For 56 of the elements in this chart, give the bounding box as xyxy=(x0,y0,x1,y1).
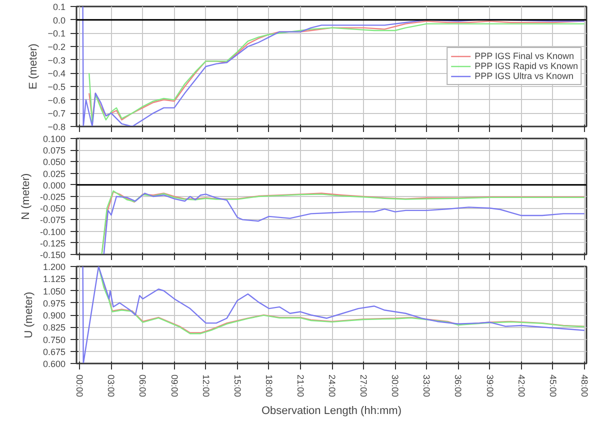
x-tick-label: 12:00 xyxy=(200,374,211,398)
x-tick-label: 45:00 xyxy=(548,374,558,398)
y-tick-label: −0.7 xyxy=(48,108,66,119)
x-tick-label: 30:00 xyxy=(390,374,400,398)
legend-label: PPP IGS Final vs Known xyxy=(474,51,574,61)
y-tick-label: 0.750 xyxy=(42,334,66,345)
x-tick-label: 09:00 xyxy=(169,374,180,398)
legend-label: PPP IGS Rapid vs Known xyxy=(474,61,578,71)
y-tick-label: -0.025 xyxy=(40,192,66,202)
y-tick-label: −0.1 xyxy=(48,28,66,39)
y-tick-label: -0.075 xyxy=(40,215,66,226)
y-axis-title: N (meter) xyxy=(20,173,32,220)
y-tick-label: 0.0 xyxy=(52,15,66,26)
y-tick-label: -0.150 xyxy=(40,250,66,260)
x-tick-label: 24:00 xyxy=(327,374,338,398)
x-tick-label: 03:00 xyxy=(106,374,116,398)
y-tick-label: 0.000 xyxy=(42,180,66,190)
y-tick-label: −0.5 xyxy=(48,82,66,92)
y-tick-label: -0.125 xyxy=(40,238,66,248)
y-tick-label: −0.2 xyxy=(48,42,66,52)
x-tick-label: 48:00 xyxy=(579,374,590,398)
x-tick-label: 33:00 xyxy=(422,374,432,398)
y-tick-label: 0.1 xyxy=(52,2,66,12)
x-tick-label: 21:00 xyxy=(295,374,306,398)
y-tick-label: 0.900 xyxy=(42,310,66,320)
y-tick-label: 0.100 xyxy=(42,134,66,144)
y-tick-label: −0.8 xyxy=(48,122,66,132)
y-tick-label: −0.4 xyxy=(48,68,66,79)
y-tick-label: 0.975 xyxy=(42,298,66,308)
x-tick-label: 15:00 xyxy=(232,374,242,398)
y-tick-label: 1.050 xyxy=(42,286,66,296)
line-series xyxy=(82,266,585,364)
y-tick-label: 0.050 xyxy=(42,157,66,168)
y-tick-label: 0.075 xyxy=(42,146,66,156)
x-tick-label: 18:00 xyxy=(264,374,274,398)
x-tick-label: 42:00 xyxy=(516,374,526,398)
x-tick-label: 06:00 xyxy=(138,374,148,398)
y-axis-title: U (meter) xyxy=(22,292,35,338)
y-tick-label: -0.100 xyxy=(40,226,66,237)
y-tick-label: 0.025 xyxy=(42,168,66,179)
y-tick-label: −0.6 xyxy=(48,95,66,106)
line-series xyxy=(82,6,585,126)
legend-label: PPP IGS Ultra vs Known xyxy=(474,71,574,81)
x-tick-label: 36:00 xyxy=(453,374,464,398)
y-tick-label: 1.125 xyxy=(42,274,66,284)
x-axis-title: Observation Length (hh:mm) xyxy=(261,405,402,418)
y-tick-label: 0.825 xyxy=(42,322,66,333)
y-axis-title: E (meter) xyxy=(28,44,40,90)
x-tick-label: 27:00 xyxy=(358,374,369,398)
y-tick-label: 0.675 xyxy=(42,346,66,357)
y-tick-label: 0.600 xyxy=(42,359,66,369)
x-tick-label: 00:00 xyxy=(74,374,85,398)
x-tick-label: 39:00 xyxy=(484,374,495,398)
y-tick-label: -0.050 xyxy=(40,204,66,214)
y-tick-label: −0.3 xyxy=(48,55,66,66)
y-tick-label: 1.200 xyxy=(42,262,66,272)
